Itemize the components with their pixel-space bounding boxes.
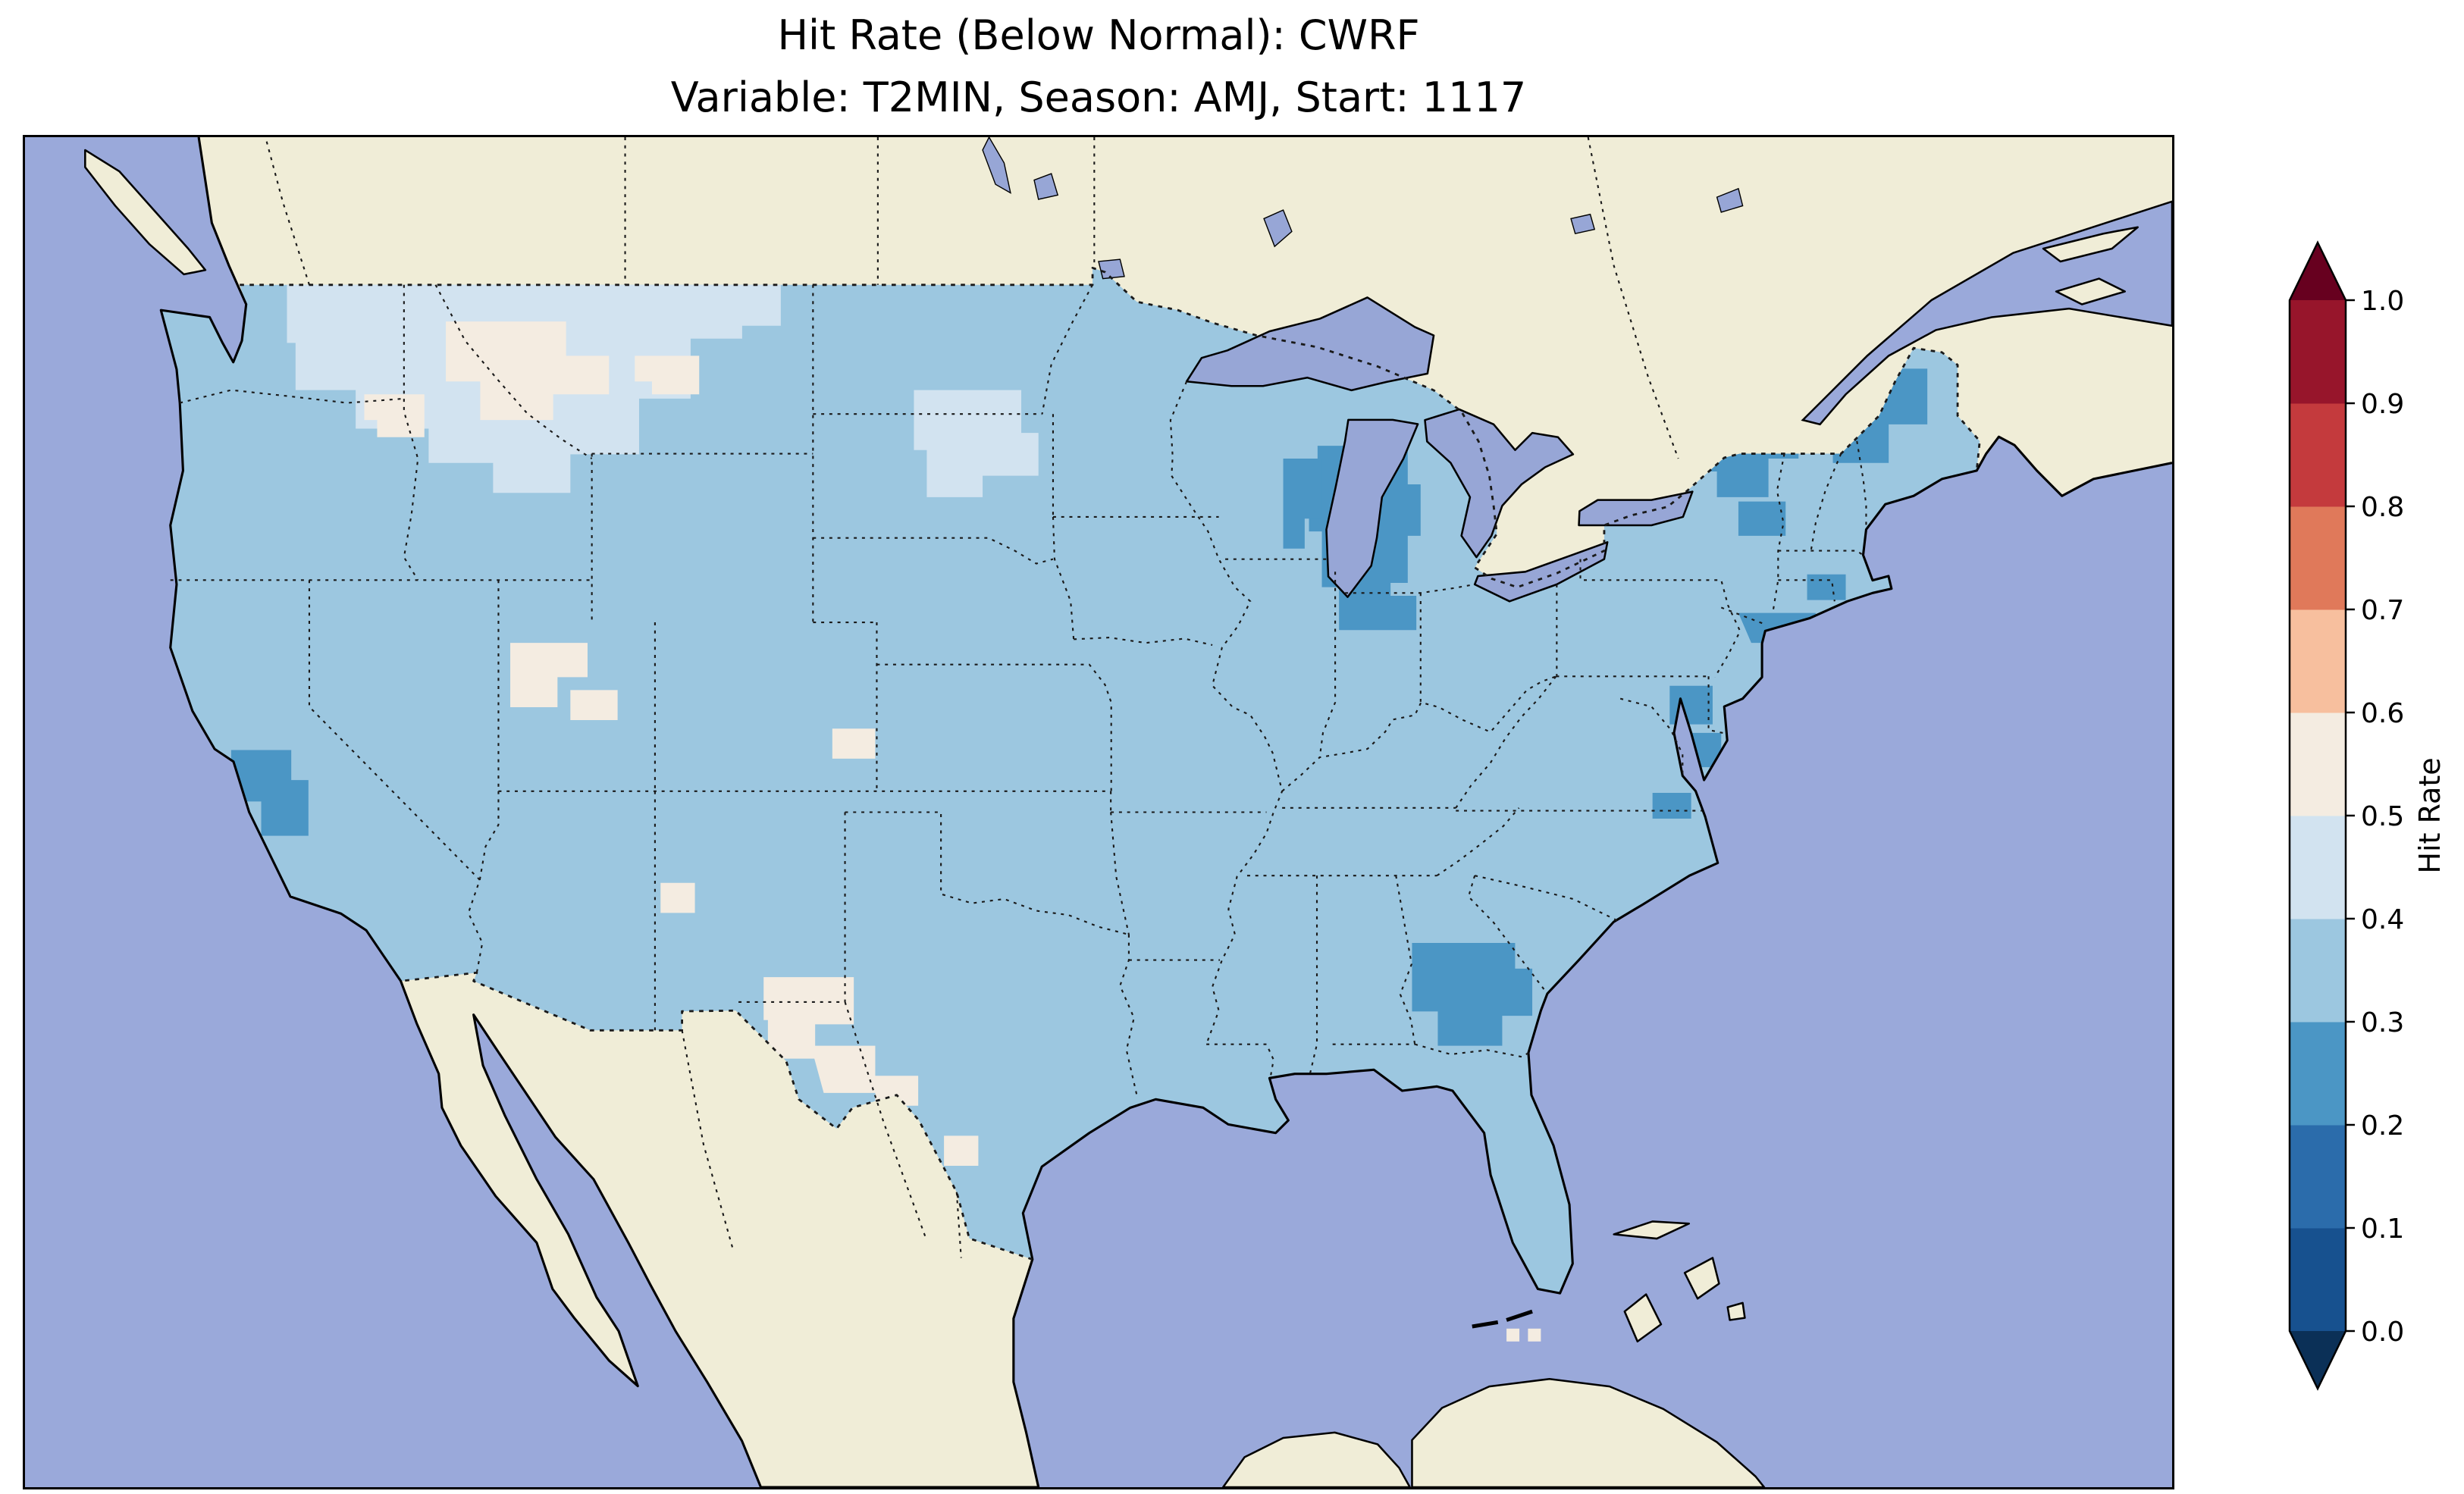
hit-patch-se-virginia [1652,793,1691,819]
hit-patch-connecticut [1807,574,1846,600]
lake-nipigon [1263,209,1293,248]
coastline [159,137,2172,1487]
colorbar-tick-label: 0.3 [2361,1007,2404,1038]
andros-island [1623,1293,1663,1343]
colorbar: 0.0 0.1 0.2 0.3 0.4 0.5 0.6 0.7 0.8 0.9 1.0 Hit Rat… [2288,240,2447,1391]
canada-province-borders [265,137,1679,459]
hit-patch-wyoming [510,643,588,707]
colorbar-tick-label: 0.9 [2361,389,2404,420]
colorbar-tick-label: 1.0 [2361,286,2404,317]
hit-patch-georgia [1412,942,1533,1046]
colorbar-segment [2290,1022,2346,1126]
quebec-lake-1 [1570,213,1596,235]
colorbar-segment [2290,816,2346,919]
lake-superior [1185,296,1435,392]
hit-patch-utah [570,690,618,720]
lake-ontario [1578,490,1694,527]
colorbar-tick-label: 0.4 [2361,904,2404,935]
lake-huron [1424,408,1575,559]
colorbar-under-arrow [2290,1331,2346,1389]
lake-manitoba [1033,173,1059,200]
colorbar-segment [2290,506,2346,610]
colorbar-tick-label: 0.8 [2361,492,2404,523]
lake-winnipeg [982,137,1011,194]
islands-layer [84,149,2139,1487]
colorbar-over-arrow [2290,243,2346,300]
anticosti-island [2042,226,2139,263]
mexico-state-borders [681,1001,962,1258]
prince-edward-island [2055,277,2126,305]
hit-patch-california [230,750,309,836]
florida-keys [1472,1309,1533,1329]
stray-cell-2 [1528,1328,1541,1342]
state-borders-east [1455,440,1867,812]
lake-michigan [1325,418,1419,598]
colorbar-segment [2290,713,2346,816]
colorbar-segment [2290,1125,2346,1229]
colorbar-tick-label: 0.7 [2361,595,2404,626]
small-lakes-layer [982,137,1744,280]
hit-patch-west-texas-1 [763,977,854,1059]
state-borders-central [1111,381,1621,1079]
us-hit-rate-map [25,137,2172,1487]
colorbar-tick-label: 0.6 [2361,698,2404,729]
colorbar-segment [2290,1228,2346,1332]
hit-patch-montana-2 [364,394,425,437]
hit-patch-wisconsin-shore [1283,459,1322,549]
hit-patch-kansas [832,728,876,759]
national-borders-layer [240,137,1981,1261]
figure-title: Hit Rate (Below Normal): CWRF Variable: … [23,5,2174,129]
title-line-2: Variable: T2MIN, Season: AMJ, Start: 111… [670,74,1527,122]
colorbar-segment [2290,300,2346,404]
hit-patch-montana-1 [446,321,610,421]
bahama-cay [1726,1301,1746,1321]
colorbar-axis-label: Hit Rate [2413,757,2447,873]
hit-patch-west-texas-2 [810,1045,876,1093]
us-canada-border [240,267,1981,589]
quebec-lake-2 [1716,187,1744,213]
hit-patch-new-mexico [660,882,695,913]
hit-patch-south-texas [944,1135,979,1166]
stray-cell-1 [1506,1328,1520,1342]
state-borders-layer [170,284,1867,1095]
lake-of-the-woods [1098,258,1125,280]
colorbar-tick-label: 0.5 [2361,801,2404,832]
hit-patch-montana-3 [635,355,700,395]
stray-data-cells [1506,1328,1541,1342]
colorbar-segment [2290,609,2346,713]
lake-erie [1473,541,1609,603]
colorbar-tick-label: 0.0 [2361,1317,2404,1348]
colorbar-tick-label: 0.2 [2361,1110,2404,1142]
eleuthera-island [1683,1257,1720,1300]
state-borders-west [170,284,1219,1095]
great-lakes-layer [1185,296,1694,603]
map-frame [23,135,2174,1489]
yucatan-peninsula [1221,1431,1411,1487]
vancouver-island [84,149,207,276]
hit-patch-dakotas [914,390,1039,497]
hit-patch-albany [1738,501,1786,536]
title-line-1: Hit Rate (Below Normal): CWRF [777,11,1420,59]
grand-bahama [1613,1220,1691,1240]
cuba [1411,1377,1766,1487]
colorbar-segment [2290,403,2346,507]
colorbar-tick-label: 0.1 [2361,1214,2404,1245]
colorbar-segment [2290,919,2346,1023]
